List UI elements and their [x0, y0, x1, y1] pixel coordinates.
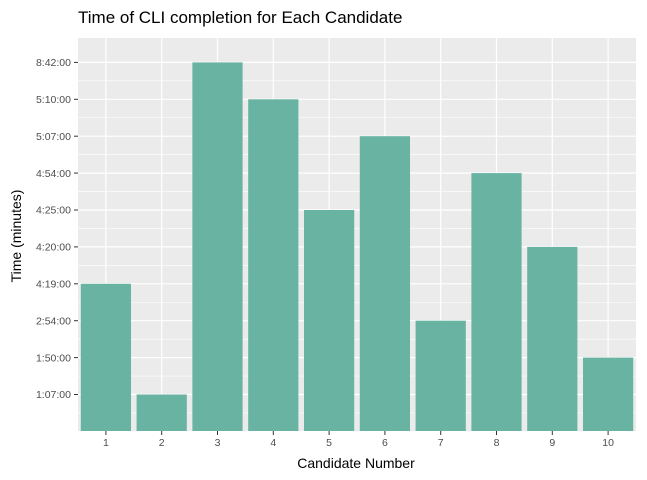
x-tick-label: 2: [159, 437, 165, 449]
bar: [248, 99, 299, 432]
y-tick-label: 2:54:00: [36, 315, 71, 327]
bar: [80, 283, 132, 431]
x-tick-label: 10: [602, 437, 614, 449]
x-tick-label: 5: [326, 437, 332, 449]
y-tick-label: 5:07:00: [36, 131, 71, 143]
bar: [415, 320, 466, 431]
y-tick-label: 1:07:00: [36, 389, 71, 401]
bar: [359, 136, 411, 431]
bar: [582, 357, 634, 431]
bar: [527, 246, 578, 431]
x-axis-label: Candidate Number: [297, 455, 415, 471]
x-tick-label: 9: [549, 437, 555, 449]
bar: [303, 210, 355, 431]
x-tick-label: 8: [494, 437, 500, 449]
chart-title: Time of CLI completion for Each Candidat…: [78, 8, 403, 27]
bar: [471, 173, 522, 431]
y-tick-label: 4:54:00: [36, 168, 71, 180]
y-tick-label: 4:20:00: [36, 242, 71, 254]
x-tick-label: 4: [270, 437, 276, 449]
y-tick-label: 5:10:00: [36, 94, 71, 106]
bar: [136, 394, 187, 431]
x-tick-label: 7: [438, 437, 444, 449]
x-tick-label: 3: [215, 437, 221, 449]
y-tick-label: 1:50:00: [36, 352, 71, 364]
y-tick-label: 4:19:00: [36, 279, 71, 291]
y-tick-label: 4:25:00: [36, 205, 71, 217]
bar: [192, 62, 243, 432]
x-tick-label: 6: [382, 437, 388, 449]
y-tick-label: 8:42:00: [36, 57, 71, 69]
x-tick-label: 1: [103, 437, 109, 449]
